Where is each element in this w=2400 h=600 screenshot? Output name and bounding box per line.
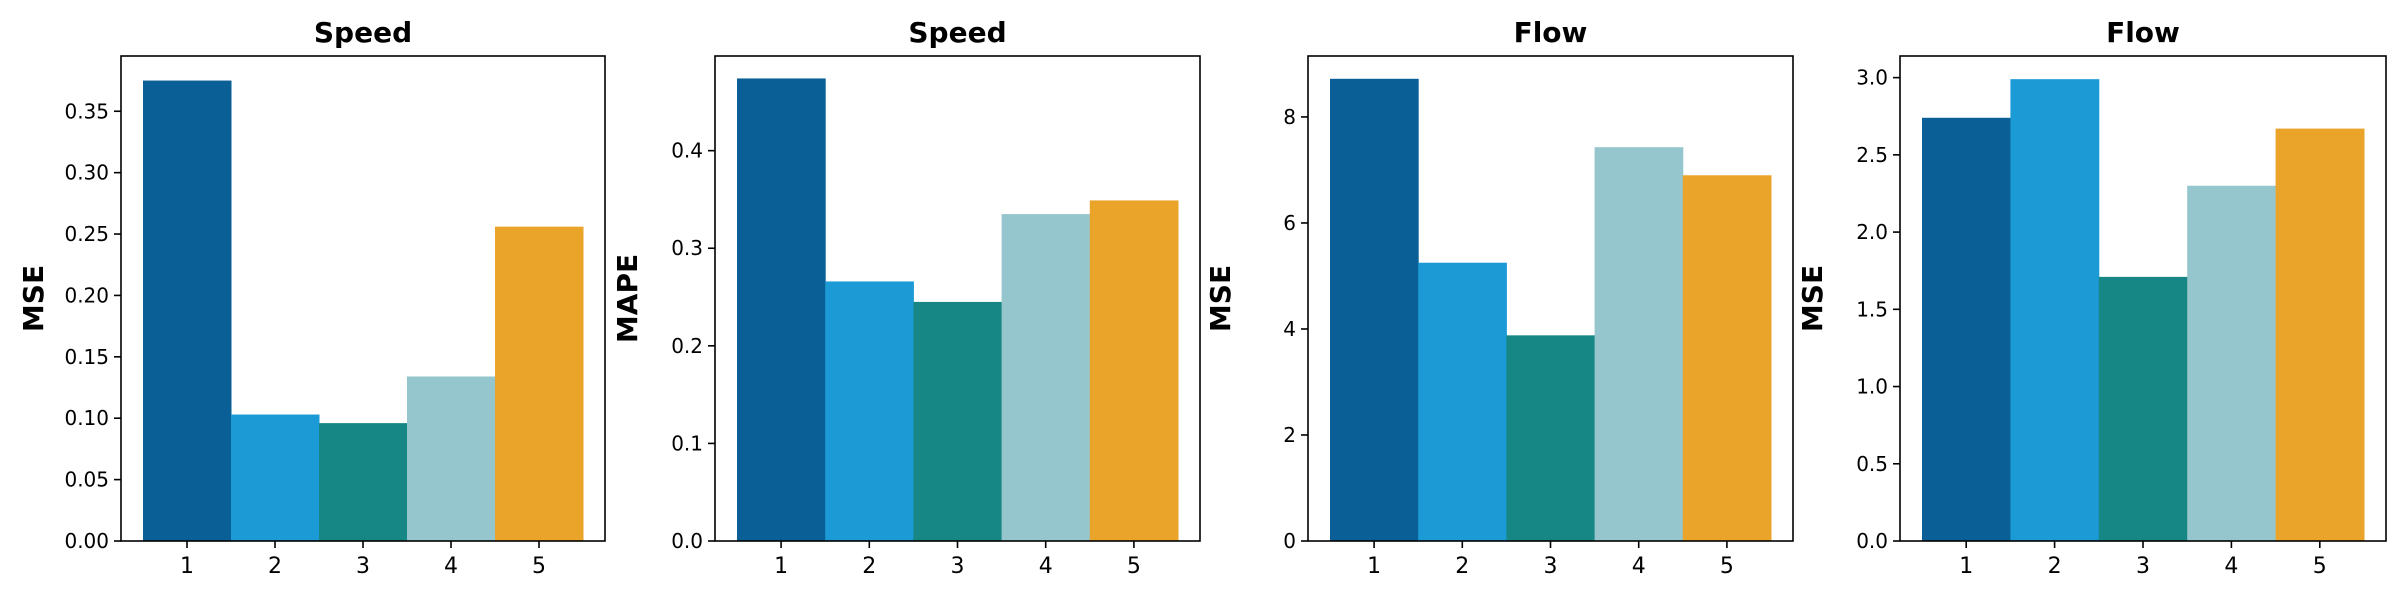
y-tick-label: 0.00 <box>64 529 109 553</box>
axes-frame <box>120 55 606 542</box>
chart-title: Speed <box>908 16 1006 49</box>
y-tick-label: 0.5 <box>1856 452 1888 476</box>
x-tick-label: 5 <box>532 554 546 579</box>
y-tick-label: 0.25 <box>64 222 109 246</box>
y-tick-label: 0.4 <box>671 139 703 163</box>
x-tick-label: 2 <box>268 554 282 579</box>
chart-panel-4: 1 2 3 4 5 0.0 0.5 1.0 1.5 2.0 2.5 3.0 Flow MSE <box>1796 16 2387 579</box>
y-tick-label: 0 <box>1283 529 1296 553</box>
y-tick-label: 0.1 <box>671 431 703 455</box>
bar-1 <box>143 80 232 542</box>
bar-1 <box>737 78 826 541</box>
y-tick-label: 2.5 <box>1856 143 1888 167</box>
bar-2 <box>1418 262 1507 541</box>
x-tick-label: 3 <box>951 554 965 579</box>
y-tick-label: 3.0 <box>1856 66 1888 90</box>
bar-3 <box>2098 276 2188 541</box>
y-tick-label: 0.0 <box>1856 529 1888 553</box>
x-tick-label: 4 <box>1632 554 1646 579</box>
y-tick-label: 6 <box>1283 211 1296 235</box>
x-tick-label: 3 <box>2136 554 2150 579</box>
x-tick-label: 5 <box>1720 554 1734 579</box>
bar-4 <box>1594 147 1684 541</box>
x-tick-label: 2 <box>1455 554 1469 579</box>
x-tick-label: 1 <box>180 554 194 579</box>
chart-panel-3: 1 2 3 4 5 0 2 4 6 8 Flow MSE <box>1204 16 1794 579</box>
bar-4 <box>2187 185 2277 541</box>
y-tick-label: 0.15 <box>64 345 109 369</box>
bar-2 <box>825 281 914 541</box>
x-tick-label: 1 <box>1367 554 1381 579</box>
axes-frame <box>1899 55 2387 542</box>
y-tick-label: 0.35 <box>64 99 109 123</box>
bar-3 <box>913 301 1003 541</box>
bar-4 <box>1001 214 1091 541</box>
y-tick-label: 8 <box>1283 105 1296 129</box>
chart-panel-1: 1 2 3 4 5 0.00 0.05 0.10 0.15 0.20 0.25 0.30 0.35 Spe… <box>17 16 606 579</box>
x-tick-label: 4 <box>2224 554 2238 579</box>
x-tick-label: 1 <box>774 554 788 579</box>
y-axis-label: MSE <box>1204 265 1237 332</box>
y-tick-label: 0.3 <box>671 236 703 260</box>
y-axis-label: MSE <box>17 265 50 332</box>
x-tick-label: 3 <box>356 554 370 579</box>
y-tick-label: 2.0 <box>1856 220 1888 244</box>
axes-frame <box>714 55 1201 542</box>
bar-3 <box>319 423 408 541</box>
y-tick-label: 4 <box>1283 317 1296 341</box>
bar-5 <box>495 226 584 541</box>
bar-1 <box>1330 78 1419 541</box>
bar-1 <box>1922 117 2011 541</box>
bar-4 <box>407 376 496 541</box>
bar-3 <box>1506 335 1596 541</box>
chart-title: Flow <box>1514 16 1588 49</box>
x-tick-label: 5 <box>1127 554 1141 579</box>
x-tick-label: 4 <box>444 554 458 579</box>
x-tick-label: 2 <box>2048 554 2062 579</box>
y-tick-label: 0.2 <box>671 334 703 358</box>
chart-title: Flow <box>2106 16 2180 49</box>
bar-2 <box>231 414 320 541</box>
axes-frame <box>1307 55 1794 542</box>
y-tick-label: 0.05 <box>64 468 109 492</box>
x-tick-label: 4 <box>1039 554 1053 579</box>
x-tick-label: 5 <box>2313 554 2327 579</box>
bar-2 <box>2010 79 2100 541</box>
x-tick-label: 2 <box>862 554 876 579</box>
y-tick-label: 0.20 <box>64 283 109 307</box>
chart-panel-2: 1 2 3 4 5 0.0 0.1 0.2 0.3 0.4 Speed MAPE <box>611 16 1201 579</box>
y-tick-label: 1.0 <box>1856 375 1888 399</box>
bar-5 <box>2275 128 2365 542</box>
x-tick-label: 3 <box>1544 554 1558 579</box>
y-tick-label: 0.30 <box>64 161 109 185</box>
x-tick-label: 1 <box>1959 554 1973 579</box>
bar-5 <box>1089 200 1179 541</box>
bar-5 <box>1682 175 1772 541</box>
y-axis-label: MAPE <box>611 254 644 343</box>
y-tick-label: 0.0 <box>671 529 703 553</box>
y-tick-label: 1.5 <box>1856 297 1888 321</box>
y-tick-label: 2 <box>1283 423 1296 447</box>
y-axis-label: MSE <box>1796 265 1829 332</box>
y-tick-label: 0.10 <box>64 406 109 430</box>
chart-title: Speed <box>314 16 412 49</box>
